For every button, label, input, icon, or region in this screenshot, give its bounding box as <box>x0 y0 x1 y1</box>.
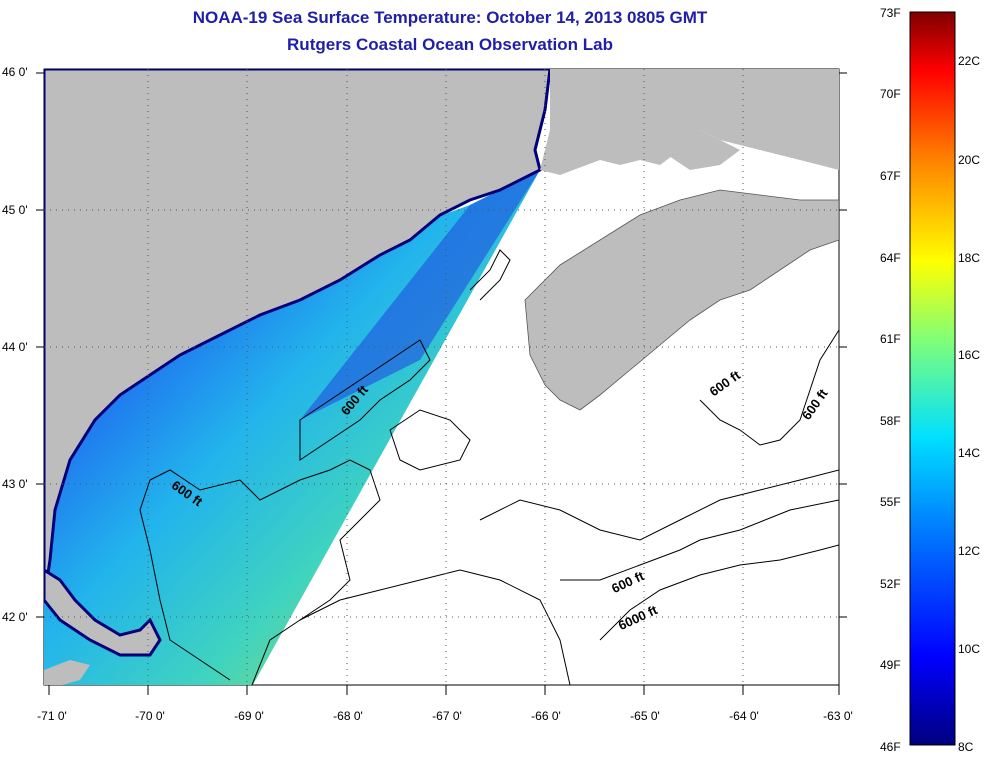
colorbar-f-label: 52F <box>880 577 901 591</box>
land-islands <box>44 660 90 685</box>
colorbar-c-label: 14C <box>958 446 980 460</box>
colorbar-f-label: 55F <box>880 495 901 509</box>
lat-label: 42 0' <box>2 610 28 624</box>
map-title: NOAA-19 Sea Surface Temperature: October… <box>192 8 708 27</box>
depth-contours <box>139 249 839 685</box>
lat-labels: 46 0' 45 0' 44 0' 43 0' 42 0' <box>2 65 28 624</box>
colorbar-c-label: 16C <box>958 348 980 362</box>
sst-swath-cold <box>300 170 540 420</box>
colorbar-c-label: 22C <box>958 54 980 68</box>
land-nova-scotia <box>524 189 839 411</box>
colorbar-f-label: 64F <box>880 251 901 265</box>
colorbar-f-labels: 73F 70F 67F 64F 61F 58F 55F 52F 49F 46F <box>880 6 901 754</box>
colorbar-c-label: 10C <box>958 642 980 656</box>
lon-label: -63 0' <box>823 709 853 723</box>
land-cape-cod <box>44 568 162 657</box>
map-subtitle: Rutgers Coastal Ocean Observation Lab <box>287 35 613 54</box>
lon-label: -69 0' <box>234 709 264 723</box>
colorbar-c-label: 12C <box>958 544 980 558</box>
land-new-england <box>44 69 552 601</box>
graticule <box>44 69 839 685</box>
colorbar-c-label: 18C <box>958 251 980 265</box>
colorbar-c-label: 20C <box>958 153 980 167</box>
lat-label: 44 0' <box>2 340 28 354</box>
lon-label: -70 0' <box>135 709 165 723</box>
axis-ticks <box>36 72 847 695</box>
lon-label: -65 0' <box>630 709 660 723</box>
colorbar-f-label: 49F <box>880 658 901 672</box>
colorbar-c-label: 8C <box>958 740 974 754</box>
colorbar <box>909 11 956 746</box>
lon-labels: -71 0' -70 0' -69 0' -68 0' -67 0' -66 0… <box>37 709 853 723</box>
lon-label: -67 0' <box>432 709 462 723</box>
colorbar-f-label: 46F <box>880 740 901 754</box>
colorbar-f-label: 58F <box>880 414 901 428</box>
lat-label: 43 0' <box>2 477 28 491</box>
lon-label: -66 0' <box>531 709 561 723</box>
lat-label: 45 0' <box>2 203 28 217</box>
lon-label: -68 0' <box>333 709 363 723</box>
colorbar-f-label: 61F <box>880 332 901 346</box>
land-new-brunswick <box>540 69 839 175</box>
lon-label: -71 0' <box>37 709 67 723</box>
colorbar-f-label: 73F <box>880 6 901 20</box>
lon-label: -64 0' <box>729 709 759 723</box>
colorbar-f-label: 67F <box>880 169 901 183</box>
lat-label: 46 0' <box>2 65 28 79</box>
colorbar-c-labels: 22C 20C 18C 16C 14C 12C 10C 8C <box>958 54 980 754</box>
land-pei <box>660 130 740 170</box>
colorbar-f-label: 70F <box>880 87 901 101</box>
